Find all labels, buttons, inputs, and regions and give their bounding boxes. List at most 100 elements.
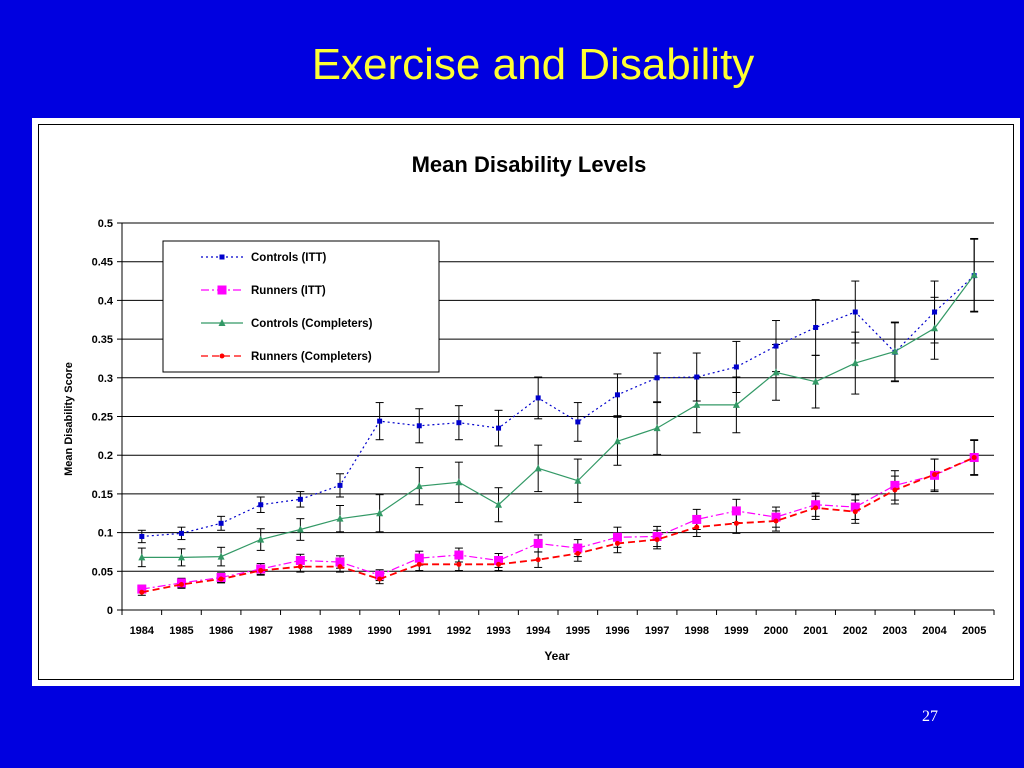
y-tick-label: 0 — [107, 605, 113, 617]
y-axis-label: Mean Disability Score — [63, 362, 75, 476]
x-tick-label: 1990 — [367, 625, 391, 637]
data-point — [932, 472, 938, 478]
data-point — [496, 425, 502, 431]
data-point — [773, 343, 779, 349]
data-point — [654, 537, 660, 543]
legend-marker — [217, 285, 227, 295]
x-tick-label: 2003 — [883, 625, 907, 637]
legend-label: Controls (ITT) — [251, 252, 327, 264]
data-point — [852, 509, 858, 515]
legend-label: Runners (ITT) — [251, 285, 326, 297]
x-axis-label: Year — [544, 649, 570, 663]
x-tick-label: 1985 — [169, 625, 193, 637]
data-point — [970, 270, 978, 278]
data-point — [456, 561, 462, 567]
legend-label: Controls (Completers) — [251, 318, 373, 330]
data-point — [811, 500, 821, 510]
data-point — [297, 496, 303, 502]
data-point — [890, 480, 900, 490]
x-tick-label: 1992 — [447, 625, 471, 637]
data-point — [575, 550, 581, 556]
legend-marker — [219, 353, 225, 359]
x-tick-label: 1995 — [566, 625, 590, 637]
data-point — [454, 550, 464, 560]
data-point — [217, 552, 225, 560]
data-point — [297, 564, 303, 570]
data-point — [731, 506, 741, 516]
data-point — [892, 487, 898, 493]
x-tick-label: 1993 — [486, 625, 510, 637]
data-point — [337, 564, 343, 570]
x-tick-label: 1999 — [724, 625, 748, 637]
data-point — [139, 533, 145, 539]
data-point — [771, 512, 781, 522]
data-point — [850, 502, 860, 512]
data-point — [258, 568, 264, 574]
x-tick-label: 2005 — [962, 625, 986, 637]
data-point — [415, 482, 423, 490]
data-point — [575, 419, 581, 425]
page-number: 27 — [922, 708, 938, 725]
data-point — [296, 525, 304, 533]
data-point — [533, 538, 543, 548]
data-point — [693, 400, 701, 408]
data-point — [773, 518, 779, 524]
y-tick-label: 0.05 — [92, 566, 113, 578]
data-point — [139, 589, 145, 595]
data-point — [732, 400, 740, 408]
data-point — [694, 524, 700, 530]
data-point — [494, 555, 504, 565]
data-point — [496, 561, 502, 567]
x-tick-label: 1994 — [526, 625, 551, 637]
data-point — [652, 531, 662, 541]
data-point — [574, 476, 582, 484]
x-tick-label: 1997 — [645, 625, 669, 637]
x-tick-label: 1998 — [684, 625, 708, 637]
data-point — [138, 553, 146, 561]
data-point — [812, 377, 820, 385]
y-tick-label: 0.5 — [98, 218, 113, 230]
x-tick-label: 1989 — [328, 625, 352, 637]
y-tick-label: 0.15 — [92, 489, 113, 501]
data-point — [178, 581, 184, 587]
y-tick-label: 0.4 — [98, 295, 114, 307]
data-point — [495, 500, 503, 508]
data-point — [932, 309, 938, 315]
x-tick-label: 1988 — [288, 625, 312, 637]
data-point — [258, 502, 264, 508]
x-tick-label: 2000 — [764, 625, 788, 637]
legend-box — [162, 240, 440, 373]
y-tick-label: 0.2 — [98, 450, 113, 462]
x-tick-label: 1984 — [130, 625, 155, 637]
x-tick-label: 2002 — [843, 625, 867, 637]
data-point — [614, 392, 620, 398]
chart-legend: Controls (ITT) Runners (ITT) Controls (Com… — [162, 240, 440, 373]
data-point — [336, 514, 344, 522]
data-point — [772, 368, 780, 376]
data-point — [377, 418, 383, 424]
data-point — [456, 420, 462, 426]
data-point — [535, 395, 541, 401]
data-point — [733, 364, 739, 370]
data-point — [337, 482, 343, 488]
data-point — [535, 557, 541, 563]
data-point — [612, 532, 622, 542]
data-point — [218, 576, 224, 582]
data-point — [852, 309, 858, 315]
chart-title: Mean Disability Levels — [412, 152, 647, 177]
data-point — [971, 455, 977, 461]
y-tick-label: 0.35 — [92, 334, 113, 346]
data-point — [257, 535, 265, 543]
data-point — [573, 543, 583, 553]
series-line — [141, 456, 975, 594]
data-point — [692, 514, 702, 524]
data-point — [178, 530, 184, 536]
x-tick-label: 2004 — [922, 625, 947, 637]
series-line — [141, 274, 975, 558]
data-point — [851, 359, 859, 367]
data-point — [416, 423, 422, 429]
data-point — [653, 424, 661, 432]
data-point — [177, 553, 185, 561]
data-point — [335, 557, 345, 567]
